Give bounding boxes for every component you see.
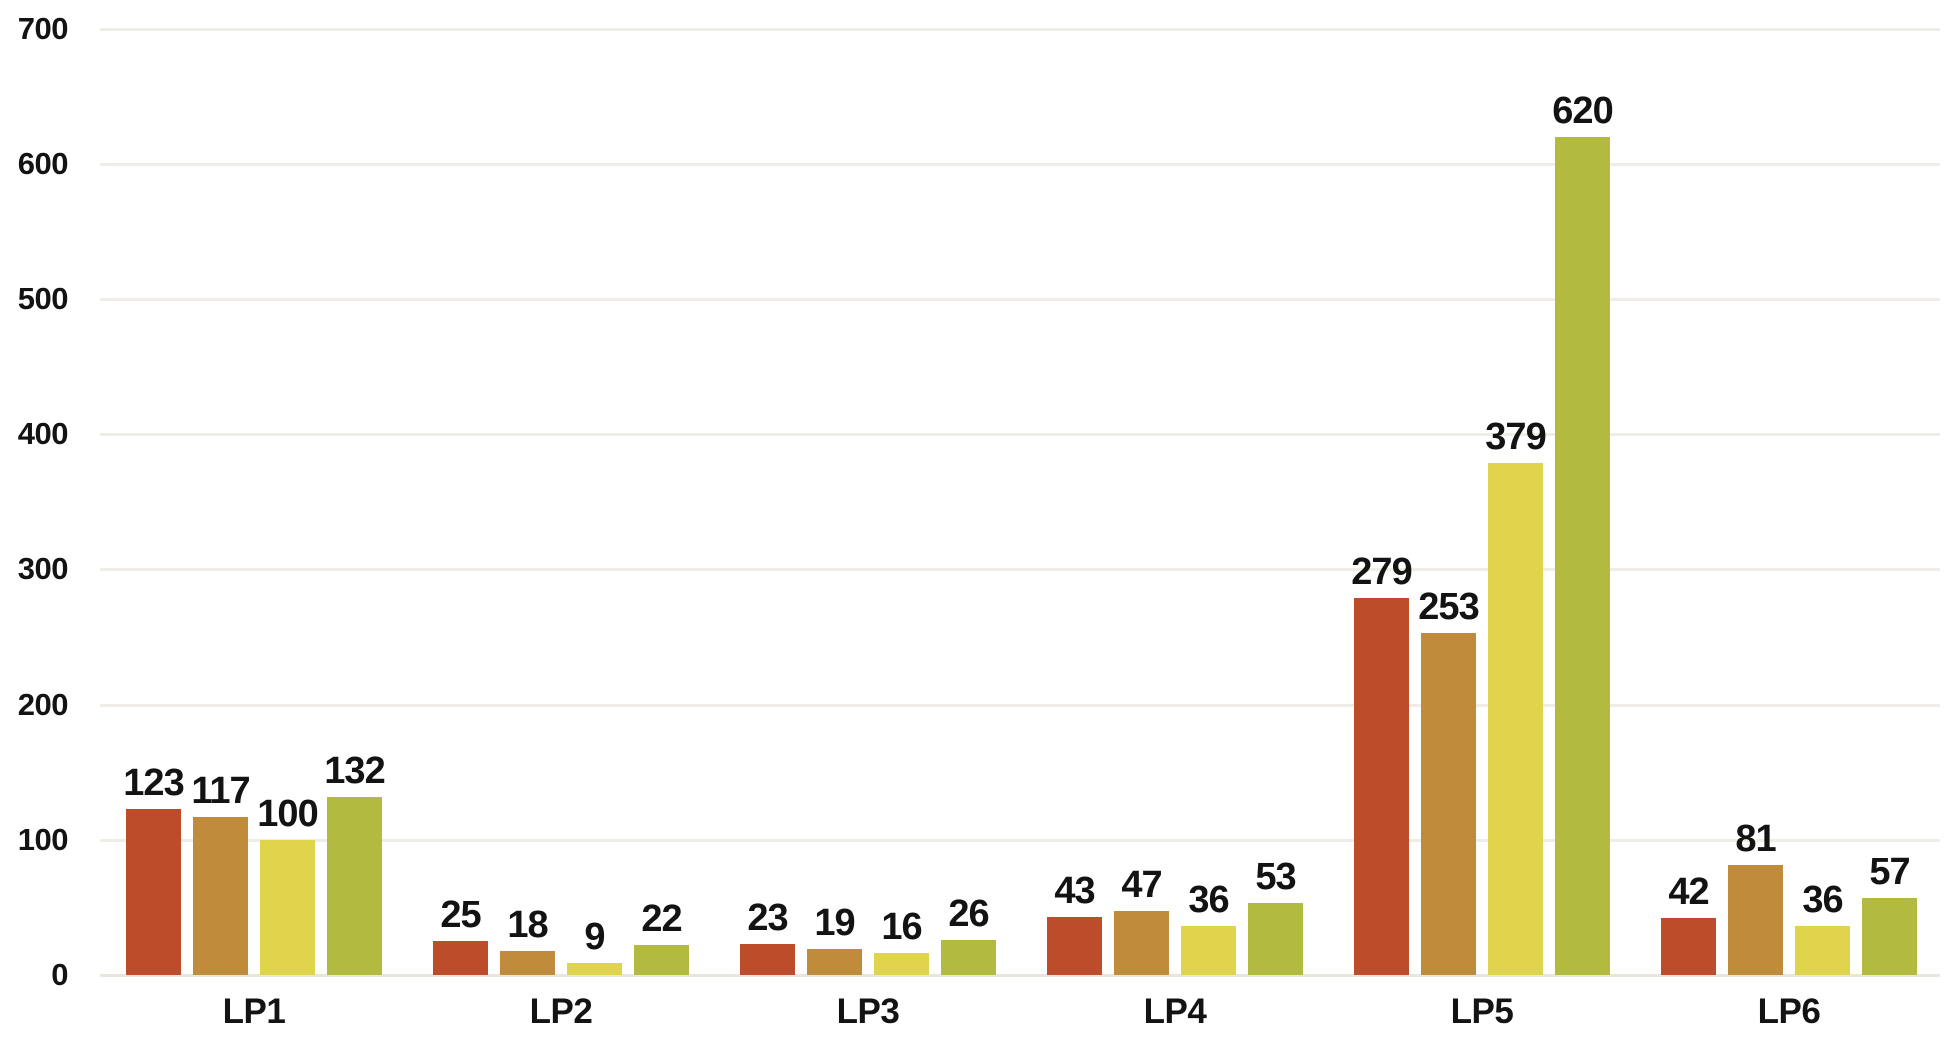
bar-value-label: 26 (948, 893, 989, 935)
bar (500, 951, 555, 975)
y-tick-label: 0 (51, 957, 68, 992)
y-tick-label: 500 (17, 281, 69, 316)
bar (874, 953, 929, 975)
bar (1354, 598, 1409, 975)
bar-value-label: 23 (747, 897, 788, 939)
bar (941, 940, 996, 975)
bar-value-label: 19 (814, 902, 855, 944)
gridline (100, 298, 1940, 301)
bar-value-label: 57 (1869, 851, 1910, 893)
y-tick-label: 400 (17, 416, 69, 451)
bar-value-label: 81 (1735, 818, 1776, 860)
bar-value-label: 253 (1418, 586, 1479, 628)
y-tick-label: 200 (17, 687, 69, 722)
bar (740, 944, 795, 975)
y-tick-label: 600 (17, 146, 69, 181)
bar (260, 840, 315, 975)
gridline (100, 433, 1940, 436)
bar-value-label: 620 (1552, 90, 1613, 132)
bar-value-label: 42 (1668, 871, 1709, 913)
bar (1862, 898, 1917, 975)
bar (1661, 918, 1716, 975)
bar-value-label: 18 (507, 904, 548, 946)
y-tick-label: 700 (17, 11, 69, 46)
gridline (100, 839, 1940, 842)
bar-value-label: 16 (881, 906, 922, 948)
bar (1795, 926, 1850, 975)
bar-value-label: 100 (257, 793, 318, 835)
y-tick-label: 100 (17, 822, 69, 857)
bar-value-label: 132 (324, 750, 385, 792)
x-category-label: LP3 (836, 992, 900, 1031)
bar (1555, 137, 1610, 975)
bar (1488, 463, 1543, 975)
bar-value-label: 47 (1121, 864, 1162, 906)
bar (634, 945, 689, 975)
gridline (100, 28, 1940, 31)
bar-value-label: 53 (1255, 856, 1296, 898)
bar-value-label: 36 (1802, 879, 1843, 921)
gridline (100, 163, 1940, 166)
bar (126, 809, 181, 975)
bar-value-label: 25 (440, 894, 481, 936)
y-tick-label: 300 (17, 551, 69, 586)
x-axis-line (100, 974, 1940, 977)
x-category-label: LP1 (222, 992, 286, 1031)
bar (1114, 911, 1169, 975)
x-category-label: LP4 (1143, 992, 1207, 1031)
bar (807, 949, 862, 975)
bar (327, 797, 382, 975)
x-category-label: LP5 (1450, 992, 1514, 1031)
bar (1248, 903, 1303, 975)
bar-value-label: 43 (1054, 870, 1095, 912)
gridline (100, 704, 1940, 707)
bar-value-label: 117 (191, 770, 250, 812)
bar (1181, 926, 1236, 975)
bar (1728, 865, 1783, 975)
bar-value-label: 22 (641, 898, 682, 940)
gridline (100, 568, 1940, 571)
bar (433, 941, 488, 975)
bar-value-label: 379 (1485, 416, 1546, 458)
bar-value-label: 36 (1188, 879, 1229, 921)
bar-value-label: 279 (1351, 551, 1412, 593)
bar-value-label: 123 (123, 762, 184, 804)
x-category-label: LP6 (1757, 992, 1821, 1031)
bar (1047, 917, 1102, 975)
bar (193, 817, 248, 975)
bar-value-label: 9 (584, 916, 605, 958)
bar (1421, 633, 1476, 975)
bar (567, 963, 622, 975)
x-category-label: LP2 (529, 992, 593, 1031)
